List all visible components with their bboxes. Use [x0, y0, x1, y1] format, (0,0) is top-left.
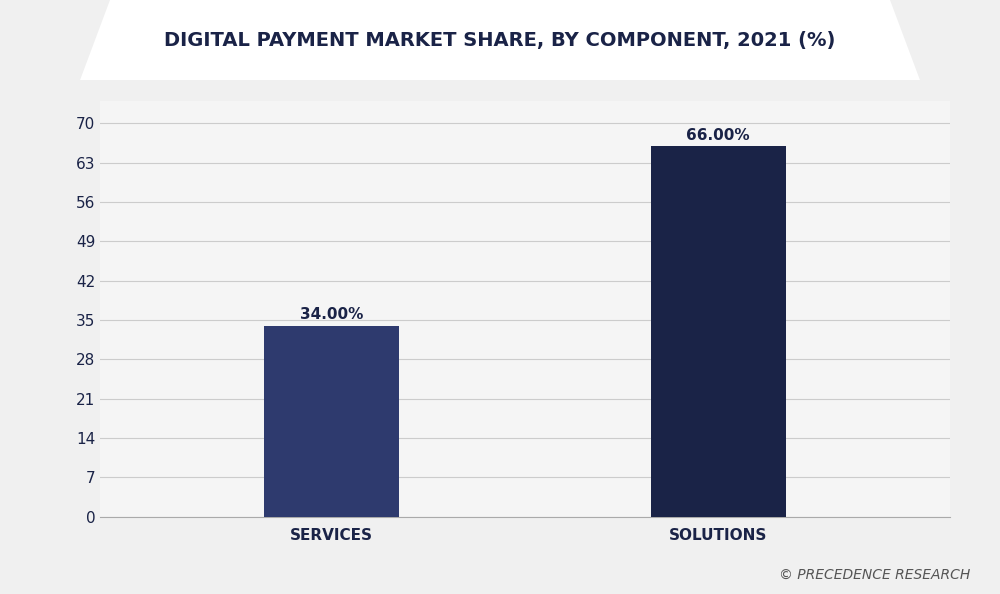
Text: 66.00%: 66.00%: [686, 128, 750, 143]
Text: DIGITAL PAYMENT MARKET SHARE, BY COMPONENT, 2021 (%): DIGITAL PAYMENT MARKET SHARE, BY COMPONE…: [164, 31, 836, 49]
Bar: [264, 326, 399, 517]
Text: © PRECEDENCE RESEARCH: © PRECEDENCE RESEARCH: [779, 568, 970, 582]
Bar: [651, 146, 786, 517]
Polygon shape: [80, 0, 920, 80]
Text: 34.00%: 34.00%: [300, 307, 364, 323]
